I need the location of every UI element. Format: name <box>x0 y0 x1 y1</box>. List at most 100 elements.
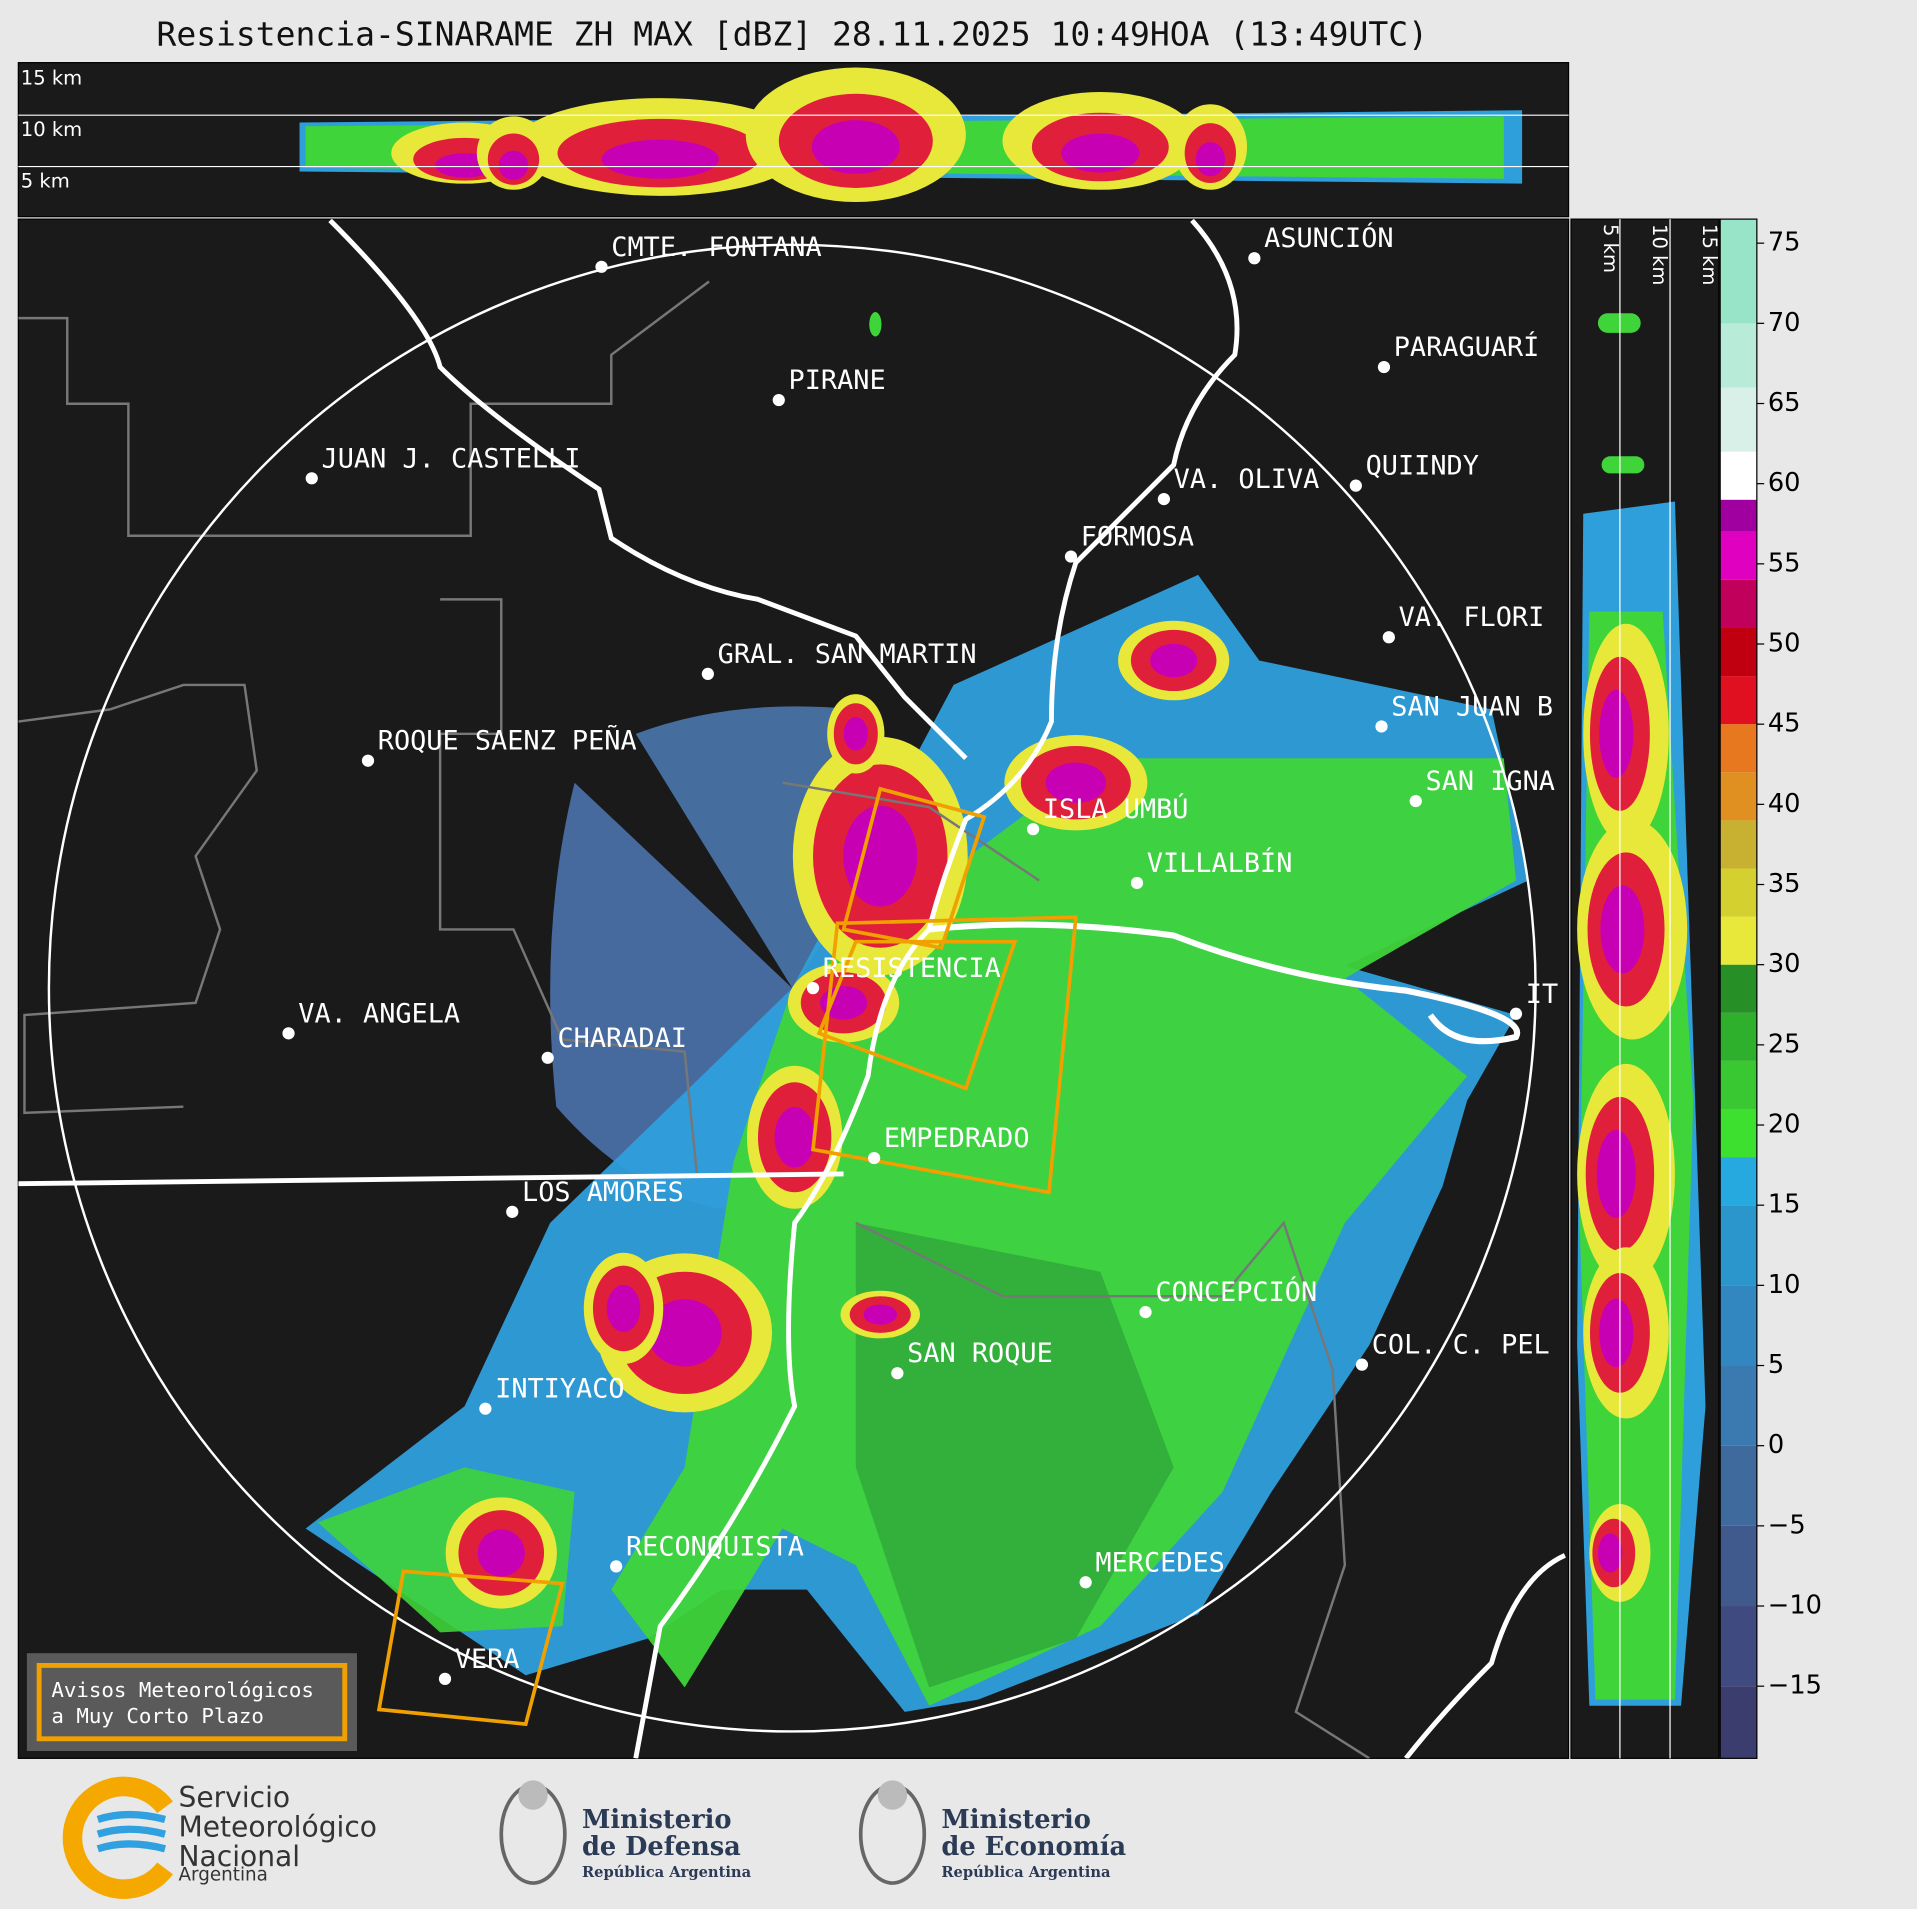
city-dot <box>595 260 608 273</box>
colorbar-segment <box>1720 676 1757 725</box>
city-dot <box>282 1027 295 1040</box>
colorbar-tick-label: 5 <box>1768 1350 1784 1380</box>
city-label: ISLA UMBÚ <box>1043 793 1189 825</box>
smn-wave <box>96 1840 166 1853</box>
city-label: VA. OLIVA <box>1174 464 1320 495</box>
radar-echo <box>1061 133 1140 173</box>
city-label: CHARADAI <box>557 1023 686 1054</box>
logo-text: Ministerio <box>582 1805 732 1835</box>
colorbar-segment <box>1720 1365 1757 1446</box>
colorbar-tick-label: 30 <box>1768 949 1801 979</box>
city-label: RESISTENCIA <box>823 953 1001 984</box>
city-label: RECONQUISTA <box>626 1531 804 1562</box>
radar-echo <box>811 120 900 174</box>
colorbar-segment <box>1720 451 1757 500</box>
radar-echo <box>498 150 529 180</box>
city-dot <box>438 1672 452 1685</box>
radar-echo <box>1150 643 1198 678</box>
city-label: QUIINDY <box>1366 451 1479 482</box>
top-echoes <box>299 67 1523 203</box>
height-label: 15 km <box>21 67 82 90</box>
radar-echo <box>477 1529 525 1577</box>
colorbar-tick-label: 15 <box>1768 1190 1801 1220</box>
city-dot <box>1248 252 1261 265</box>
city-dot <box>772 393 785 407</box>
boundary <box>18 280 710 537</box>
city-dot <box>1355 1358 1369 1371</box>
city-label: GRAL. SAN MARTIN <box>718 639 977 670</box>
colorbar-segment <box>1720 1686 1757 1759</box>
height-label: 5 km <box>1599 224 1622 273</box>
city-label: IT <box>1526 979 1558 1010</box>
city-dot <box>1079 1576 1092 1589</box>
city-dot <box>1377 360 1391 374</box>
city-label: PARAGUARÍ <box>1394 331 1540 363</box>
radar-echo <box>606 1284 641 1332</box>
city-label: ROQUE SAENZ PEÑA <box>378 725 637 757</box>
city-label: VILLALBÍN <box>1147 847 1293 879</box>
echoes <box>305 312 1529 1712</box>
legend-border <box>36 1662 348 1742</box>
logo-text: Servicio <box>178 1781 290 1814</box>
radar-echo <box>1599 1298 1634 1368</box>
colorbar-tick-label: 0 <box>1768 1430 1784 1460</box>
colorbar-tick-label: 10 <box>1768 1270 1801 1300</box>
colorbar-segment <box>1720 868 1757 917</box>
boundary <box>328 219 968 761</box>
boundary <box>18 683 259 1115</box>
colorbar-segment <box>1720 1285 1757 1366</box>
coat-of-arms <box>877 1780 908 1810</box>
height-label: 15 km <box>1698 224 1721 285</box>
colorbar-segment <box>1720 579 1757 628</box>
city-label: VA. ANGELA <box>298 998 460 1029</box>
smn-wave <box>96 1825 166 1838</box>
coat-of-arms <box>518 1780 548 1810</box>
city-label: SAN JUAN B <box>1391 691 1553 722</box>
legend-box <box>26 1653 357 1752</box>
city-label: CONCEPCIÓN <box>1155 1276 1317 1308</box>
colorbar-segment <box>1720 323 1757 388</box>
city-label: VA. FLORI <box>1399 602 1545 633</box>
radar-echo <box>863 1304 898 1325</box>
height-label: 5 km <box>21 169 70 192</box>
colorbar-tick-label: 60 <box>1768 468 1801 498</box>
height-label: 10 km <box>1648 224 1671 285</box>
boundary <box>633 219 1240 1759</box>
warning-polygon <box>376 1569 565 1727</box>
colorbar-segment <box>1720 219 1757 324</box>
radar-echo <box>1195 142 1226 177</box>
city-dot <box>305 472 318 485</box>
radar-echo <box>774 1107 815 1168</box>
colorbar-segment <box>1720 531 1757 580</box>
city-label: CMTE. FONTANA <box>611 232 821 263</box>
boundary <box>18 1171 844 1187</box>
colorbar-segment <box>1720 820 1757 869</box>
city-label: COL. C. PEL <box>1372 1330 1550 1361</box>
colorbar-segment <box>1720 387 1757 452</box>
logo-text: de Defensa <box>582 1832 741 1862</box>
radar-echo <box>1597 1533 1623 1573</box>
smn-logo <box>62 1776 173 1899</box>
colorbar-tick-label: 55 <box>1768 548 1801 578</box>
city-dot <box>479 1402 492 1415</box>
colorbar-segment <box>1720 499 1757 532</box>
boundary <box>928 921 1521 1045</box>
colorbar-tick-label: 20 <box>1768 1110 1801 1140</box>
colorbar-segment <box>1720 1445 1757 1526</box>
city-dot <box>1375 720 1388 733</box>
title: Resistencia-SINARAME ZH MAX [dBZ] 28.11.… <box>156 15 1428 54</box>
radar-echo <box>1596 1129 1636 1218</box>
colorbar-tick-label: −10 <box>1768 1591 1822 1621</box>
colorbar-tick-label: 50 <box>1768 629 1801 659</box>
colorbar-segment <box>1720 1012 1757 1061</box>
city-dot <box>701 667 714 681</box>
city-dot <box>541 1051 554 1064</box>
city-dot <box>1349 479 1362 492</box>
city-dot <box>1509 1007 1523 1020</box>
warning-polygon <box>811 915 1078 1195</box>
colorbar-segment <box>1720 1060 1757 1109</box>
colorbar-tick-label: 70 <box>1768 308 1801 338</box>
city-label: VERA <box>455 1644 520 1675</box>
colorbar-segment <box>1720 1157 1757 1206</box>
